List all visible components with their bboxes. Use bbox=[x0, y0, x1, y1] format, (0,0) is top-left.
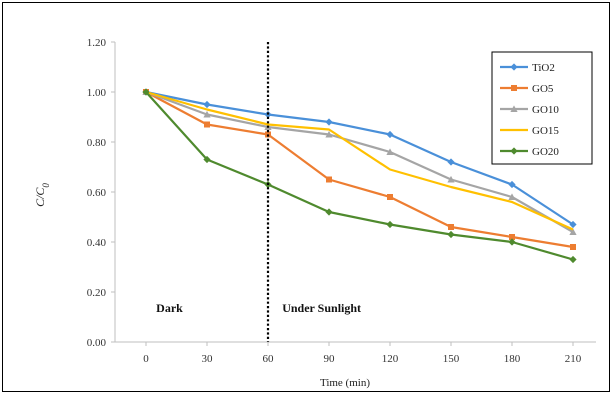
legend-marker-go10 bbox=[510, 105, 518, 112]
series-line-tio2 bbox=[145, 90, 574, 226]
legend-marker-tio2 bbox=[510, 63, 518, 71]
data-point-go20 bbox=[386, 220, 394, 229]
legend-marker-go5 bbox=[511, 85, 517, 91]
y-axis-title-main: C/C bbox=[33, 187, 47, 207]
legend-entry-go5: GO5 bbox=[500, 83, 554, 95]
data-point-go10 bbox=[569, 228, 577, 235]
legend-entry-go10: GO10 bbox=[500, 104, 559, 116]
data-point-go20 bbox=[447, 230, 455, 239]
y-tick-label: 0.40 bbox=[87, 237, 107, 249]
series-line-go5 bbox=[145, 91, 574, 249]
series-go20 bbox=[142, 88, 577, 264]
data-point-tio2 bbox=[325, 118, 333, 126]
data-point-go5 bbox=[448, 224, 454, 230]
legend-label-go5: GO5 bbox=[532, 83, 554, 95]
legend-entry-tio2: TiO2 bbox=[500, 62, 555, 74]
data-point-tio2 bbox=[203, 100, 211, 109]
data-point-go20 bbox=[142, 88, 150, 96]
data-point-go10 bbox=[203, 110, 211, 118]
x-tick-label: 0 bbox=[143, 353, 149, 365]
annotation-dark: Dark bbox=[156, 301, 183, 315]
data-point-tio2 bbox=[386, 130, 394, 139]
y-tick-label: 0.80 bbox=[87, 137, 107, 149]
y-tick-label: 1.00 bbox=[87, 87, 107, 99]
data-point-go20 bbox=[569, 255, 577, 264]
data-point-go5 bbox=[570, 244, 576, 250]
data-point-go20 bbox=[203, 155, 211, 164]
data-point-go5 bbox=[509, 234, 515, 240]
x-tick-label: 30 bbox=[202, 353, 214, 365]
y-axis-title-subscript: 0 bbox=[41, 183, 51, 188]
x-tick-label: 60 bbox=[263, 353, 275, 365]
data-point-go10 bbox=[508, 193, 516, 200]
legend-marker-go20 bbox=[510, 147, 518, 155]
legend-entry-go20: GO20 bbox=[500, 146, 559, 158]
series-line-go20 bbox=[145, 91, 574, 261]
data-point-go10 bbox=[325, 130, 333, 138]
data-point-go10 bbox=[386, 148, 394, 155]
series-tio2 bbox=[142, 88, 577, 229]
data-point-go20 bbox=[508, 238, 516, 246]
series-line-go10 bbox=[145, 90, 574, 233]
series-go15 bbox=[145, 90, 574, 231]
legend-label-go10: GO10 bbox=[532, 104, 559, 116]
legend-label-go20: GO20 bbox=[532, 146, 559, 158]
y-tick-label: 0.20 bbox=[87, 287, 107, 299]
y-axis-title: C/C0 bbox=[33, 183, 51, 207]
data-point-tio2 bbox=[569, 220, 577, 229]
data-point-go5 bbox=[326, 176, 332, 183]
x-tick-label: 180 bbox=[504, 353, 521, 365]
x-axis-title: Time (min) bbox=[320, 377, 370, 389]
legend-entry-go15: GO15 bbox=[500, 125, 559, 137]
data-point-tio2 bbox=[508, 180, 516, 189]
y-tick-label: 0.60 bbox=[87, 187, 107, 199]
data-point-go20 bbox=[325, 208, 333, 216]
annotation-under-sunlight: Under Sunlight bbox=[282, 301, 361, 315]
legend-label-go15: GO15 bbox=[532, 125, 559, 137]
x-tick-label: 90 bbox=[324, 353, 336, 365]
data-point-go10 bbox=[447, 175, 455, 183]
series-line-go15 bbox=[145, 90, 574, 231]
legend-label-tio2: TiO2 bbox=[532, 62, 555, 74]
data-point-go5 bbox=[387, 194, 393, 200]
x-tick-label: 120 bbox=[382, 353, 399, 365]
data-point-go5 bbox=[204, 121, 210, 128]
x-tick-label: 150 bbox=[443, 353, 460, 365]
data-point-tio2 bbox=[447, 158, 455, 166]
x-tick-label: 210 bbox=[565, 353, 582, 365]
y-tick-label: 0.00 bbox=[87, 337, 107, 349]
y-tick-label: 1.20 bbox=[87, 37, 107, 49]
